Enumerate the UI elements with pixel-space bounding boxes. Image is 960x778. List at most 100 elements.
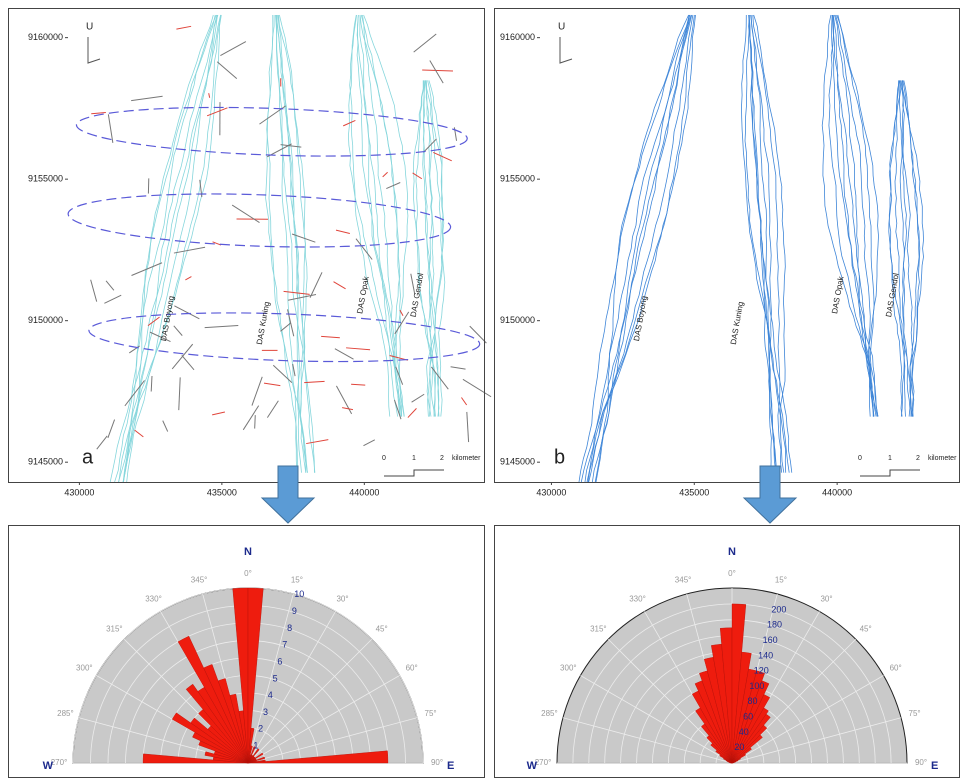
lineament bbox=[412, 172, 423, 180]
river bbox=[835, 14, 871, 417]
lineament bbox=[461, 397, 468, 406]
rose-bar bbox=[229, 693, 249, 764]
lineament bbox=[309, 272, 323, 298]
lineament bbox=[382, 171, 388, 178]
lineament bbox=[251, 376, 263, 406]
compass-east: E bbox=[931, 760, 938, 772]
radial-tick-label: 6 bbox=[277, 656, 282, 666]
x-tick-label: 440000 bbox=[349, 487, 379, 497]
spoke bbox=[731, 675, 884, 764]
spoke bbox=[247, 675, 400, 764]
lineament bbox=[242, 405, 260, 431]
rose-bar bbox=[731, 713, 771, 764]
rose-bar bbox=[190, 717, 249, 764]
lineament bbox=[346, 347, 371, 351]
north-label: U bbox=[86, 22, 93, 33]
zone-ellipse bbox=[88, 312, 481, 363]
scale-label: kilometer bbox=[452, 455, 481, 462]
lineament bbox=[410, 273, 416, 295]
arrow bbox=[742, 465, 798, 524]
lineament bbox=[280, 144, 302, 148]
river bbox=[900, 80, 907, 417]
river-label: DAS Kuning bbox=[729, 301, 745, 345]
river bbox=[744, 14, 785, 473]
rose-bar bbox=[247, 756, 266, 764]
river bbox=[831, 14, 879, 417]
radial-tick-label: 5 bbox=[273, 673, 278, 683]
north-arrow bbox=[559, 37, 573, 64]
lineament bbox=[280, 322, 292, 332]
radial-tick-label: 60 bbox=[743, 711, 753, 721]
lineament bbox=[178, 377, 181, 411]
river bbox=[363, 14, 409, 417]
lineament bbox=[105, 280, 115, 291]
rose-bar bbox=[247, 752, 264, 764]
river bbox=[753, 14, 787, 473]
rose-bar bbox=[247, 587, 264, 764]
rose-bar bbox=[731, 670, 765, 764]
angle-label: 30° bbox=[820, 594, 832, 603]
angle-label: 15° bbox=[775, 576, 787, 585]
lineament bbox=[462, 378, 492, 398]
river bbox=[109, 14, 218, 483]
angle-label: 315° bbox=[590, 624, 607, 633]
scale-label: 2 bbox=[916, 455, 920, 462]
radial-tick-label: 120 bbox=[754, 666, 769, 676]
lineament bbox=[335, 229, 350, 234]
lineament bbox=[342, 119, 356, 127]
river bbox=[837, 14, 879, 417]
lineament bbox=[283, 290, 310, 295]
lineament bbox=[176, 25, 192, 30]
angle-label: 45° bbox=[376, 624, 388, 633]
river bbox=[821, 14, 875, 417]
lineament bbox=[173, 246, 206, 254]
lineament bbox=[150, 376, 153, 392]
y-tick-label: 9160000 bbox=[500, 32, 535, 42]
river bbox=[425, 80, 436, 417]
river bbox=[275, 14, 315, 473]
lineament bbox=[407, 408, 417, 418]
y-tick-label: 9145000 bbox=[28, 457, 63, 467]
lineament bbox=[212, 411, 226, 416]
zone-ellipse bbox=[75, 106, 468, 157]
river bbox=[578, 14, 690, 483]
radial-tick-label: 100 bbox=[749, 681, 764, 691]
lineament bbox=[335, 385, 353, 415]
compass-west: W bbox=[527, 760, 538, 772]
river bbox=[741, 14, 790, 473]
lineament bbox=[181, 354, 195, 371]
lineament bbox=[342, 407, 354, 411]
rose-bar bbox=[731, 707, 769, 764]
lineament bbox=[386, 182, 401, 189]
lineament bbox=[208, 93, 211, 98]
river bbox=[832, 14, 874, 417]
lineament bbox=[429, 60, 444, 84]
river bbox=[265, 14, 298, 473]
scale-bar bbox=[384, 469, 444, 477]
river bbox=[347, 14, 401, 417]
river bbox=[748, 14, 793, 473]
angle-label: 75° bbox=[425, 709, 437, 718]
river bbox=[276, 14, 308, 473]
map-layer bbox=[578, 14, 924, 483]
rose-bar bbox=[731, 753, 747, 764]
x-tick-label: 430000 bbox=[64, 487, 94, 497]
lineament bbox=[355, 238, 373, 260]
lineament bbox=[333, 281, 346, 290]
river bbox=[836, 14, 879, 417]
river bbox=[588, 14, 696, 483]
lineament bbox=[107, 114, 114, 143]
lineament bbox=[171, 343, 194, 370]
river bbox=[422, 80, 440, 417]
river bbox=[587, 14, 695, 483]
angle-label: 270° bbox=[535, 758, 552, 767]
radial-tick-label: 9 bbox=[292, 606, 297, 616]
river bbox=[422, 80, 440, 417]
lineament bbox=[124, 380, 145, 407]
lineament bbox=[394, 311, 410, 335]
radial-tick-label: 1 bbox=[253, 741, 258, 751]
x-tick-label: 440000 bbox=[822, 487, 852, 497]
lineament bbox=[231, 204, 260, 224]
panel-frame bbox=[8, 8, 485, 483]
river-label: DAS Boyong bbox=[159, 295, 176, 342]
